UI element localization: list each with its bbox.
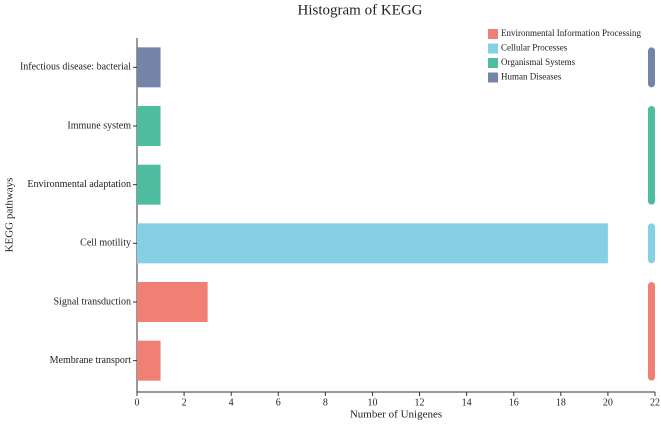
- bar: [137, 223, 608, 264]
- bar: [137, 164, 161, 205]
- group-bracket: [648, 282, 655, 381]
- group-bracket: [648, 106, 655, 205]
- y-tick-label: Cell motility: [80, 238, 131, 249]
- y-tick-label: Signal transduction: [54, 296, 132, 307]
- legend-swatch: [488, 29, 498, 39]
- x-tick-label: 0: [135, 397, 140, 408]
- bar: [137, 340, 161, 381]
- group-bracket: [648, 47, 655, 88]
- legend-label: Human Diseases: [501, 72, 562, 82]
- x-tick-label: 16: [509, 397, 519, 408]
- x-tick-label: 8: [323, 397, 328, 408]
- x-tick-label: 2: [182, 397, 187, 408]
- legend-swatch: [488, 72, 498, 83]
- legend-label: Environmental Information Processing: [501, 28, 641, 38]
- x-tick-label: 6: [276, 397, 281, 408]
- x-tick-label: 22: [650, 397, 660, 408]
- x-tick-label: 20: [603, 397, 613, 408]
- bar: [137, 282, 208, 322]
- x-tick-label: 14: [462, 397, 472, 408]
- y-tick-label: Environmental adaptation: [27, 179, 131, 190]
- y-tick-label: Immune system: [67, 120, 131, 131]
- legend-swatch: [488, 43, 498, 54]
- chart-title: Histogram of KEGG: [298, 2, 423, 18]
- group-bracket: [648, 223, 655, 264]
- legend-swatch: [488, 58, 498, 68]
- x-tick-label: 4: [229, 397, 234, 408]
- legend-label: Organismal Systems: [501, 57, 576, 67]
- x-tick-label: 10: [367, 397, 377, 408]
- legend-label: Cellular Processes: [501, 43, 568, 53]
- x-tick-label: 18: [556, 397, 566, 408]
- bar: [137, 47, 161, 88]
- y-tick-label: Membrane transport: [50, 355, 132, 366]
- y-axis-label: KEGG pathways: [4, 178, 16, 253]
- y-tick-label: Infectious disease: bacterial: [20, 62, 131, 73]
- bar: [137, 106, 161, 146]
- x-tick-label: 12: [415, 397, 425, 408]
- x-axis-label: Number of Unigenes: [350, 409, 442, 421]
